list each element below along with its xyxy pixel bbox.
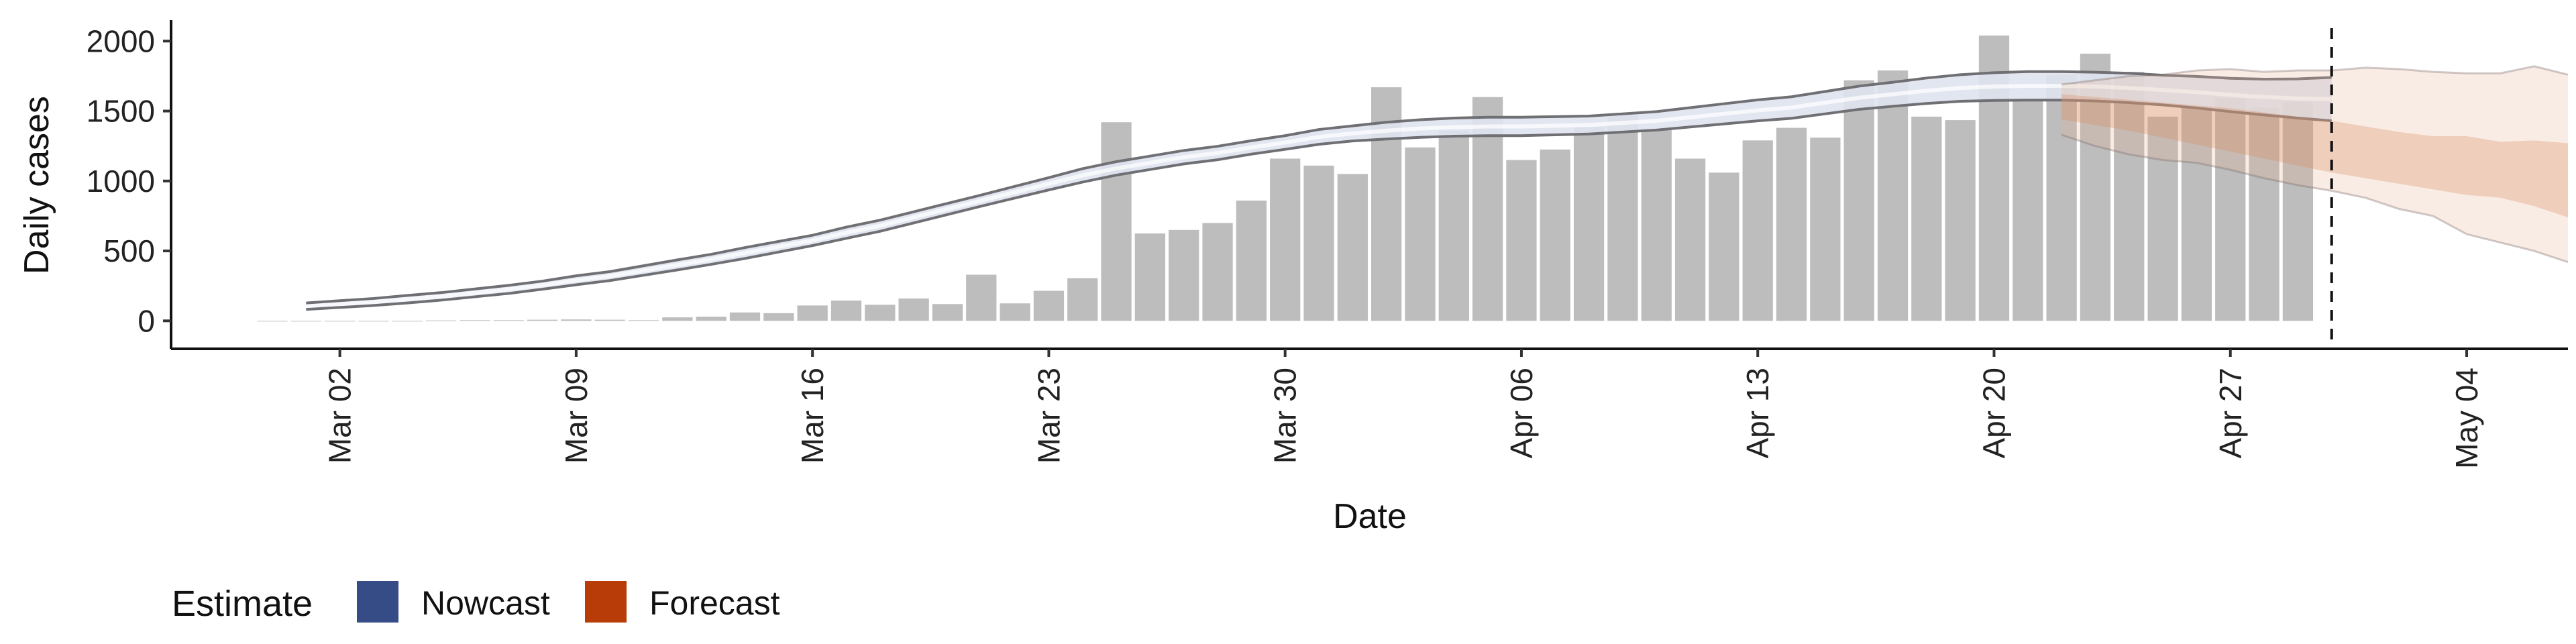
forecast-band-50: [2061, 94, 2568, 217]
bar: [1709, 172, 1739, 321]
legend: Estimate Nowcast Forecast: [172, 581, 780, 624]
forecast-band-90: [2061, 66, 2568, 262]
bar: [1843, 80, 1874, 321]
bar: [561, 319, 592, 321]
bar: [1810, 138, 1841, 321]
bar: [628, 320, 659, 321]
y-tick-label: 0: [138, 303, 155, 338]
bar: [2282, 101, 2314, 321]
x-tick-label: May 04: [2449, 368, 2484, 469]
y-tick-label: 1500: [87, 94, 155, 129]
y-tick-label: 500: [103, 233, 155, 268]
nowcast-upper-line: [306, 70, 2332, 305]
bar: [493, 320, 524, 321]
bar: [1405, 147, 1436, 321]
axes-layer: 0 500 1000 1500 2000 Mar 02 Mar 09 Mar 16 Mar 23…: [87, 20, 2568, 469]
bar: [2215, 98, 2246, 321]
bar: [2046, 74, 2077, 321]
bar: [865, 305, 896, 321]
x-axis-title: Date: [1333, 497, 1407, 536]
x-tick-label: Mar 16: [795, 368, 830, 464]
bar: [594, 319, 625, 321]
x-tick-label: Apr 20: [1976, 368, 2011, 459]
bar: [1236, 200, 1267, 321]
bar: [1607, 115, 1638, 321]
y-tick-label: 1000: [87, 164, 155, 199]
bar: [460, 320, 490, 321]
legend-title: Estimate: [172, 584, 313, 624]
x-tick-label: Mar 09: [559, 368, 594, 464]
bar: [1303, 165, 1334, 321]
bar: [2012, 99, 2043, 321]
bar: [966, 274, 997, 321]
legend-key: [585, 581, 627, 623]
bar: [1337, 174, 1368, 321]
forecast-lower-line: [2061, 133, 2569, 264]
bar: [1134, 233, 1166, 321]
x-tick-label: Apr 13: [1740, 368, 1775, 459]
bar: [1270, 158, 1301, 321]
bar: [898, 298, 929, 321]
bar: [1641, 128, 1672, 321]
bar: [1101, 122, 1132, 321]
bar: [1674, 158, 1706, 321]
legend-label: Nowcast: [421, 584, 550, 622]
bar: [1202, 223, 1233, 321]
bar: [1877, 70, 1909, 321]
legend-key: [357, 581, 398, 623]
x-tick-label: Mar 02: [323, 368, 358, 464]
bar: [1573, 127, 1605, 321]
bar: [696, 317, 727, 321]
x-tick-label: Apr 06: [1504, 368, 1539, 459]
forecast-upper-line: [2061, 65, 2569, 86]
x-tick-label: Mar 23: [1031, 368, 1066, 464]
legend-label: Forecast: [649, 584, 780, 622]
x-tick-label: Apr 27: [2213, 368, 2248, 459]
bar: [1540, 149, 1570, 321]
nowcast-layer: [306, 70, 2332, 311]
forecast-layer: [2061, 65, 2569, 264]
bar: [830, 301, 862, 321]
bar: [797, 305, 828, 321]
bar: [1911, 116, 1942, 321]
nowcast-median: [306, 84, 2332, 309]
bar: [729, 312, 761, 321]
y-axis-title: Daily cases: [17, 96, 56, 274]
bar: [2114, 72, 2145, 321]
bar: [1776, 127, 1807, 321]
bar: [2147, 116, 2178, 321]
bar: [1438, 130, 1469, 321]
bar: [1067, 278, 1098, 321]
bar: [1506, 160, 1537, 321]
bar: [1945, 120, 1976, 321]
bar: [763, 313, 794, 321]
bar: [527, 319, 558, 321]
nowcast-lower-line: [306, 99, 2332, 311]
bar: [2181, 107, 2212, 321]
bar: [1742, 140, 1773, 321]
bar: [1000, 303, 1030, 321]
bar: [2249, 107, 2279, 321]
bar: [932, 304, 963, 321]
bar: [1033, 290, 1065, 321]
x-tick-label: Mar 30: [1268, 368, 1303, 464]
y-tick-label: 2000: [87, 23, 155, 58]
bar: [662, 317, 693, 321]
bar: [1169, 229, 1199, 321]
